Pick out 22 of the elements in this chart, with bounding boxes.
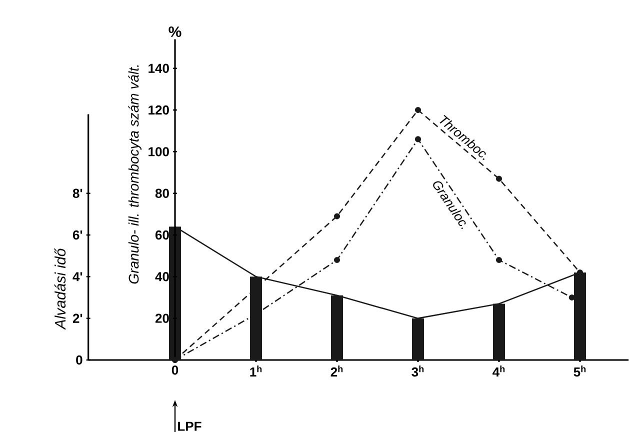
x-tick-label: 3$^{h}$ bbox=[412, 366, 424, 377]
y2-tick-label: 0 bbox=[76, 355, 82, 365]
y-tick-label: 80 bbox=[155, 188, 169, 198]
y-axis-title: Granulo- ill. thrombocyta szám vált. bbox=[128, 65, 142, 284]
y-tick-label: 20 bbox=[155, 314, 169, 323]
y2-tick-label: 6' bbox=[72, 230, 82, 240]
y-tick-label: 100 bbox=[148, 147, 169, 156]
y-tick-label: 60 bbox=[155, 230, 169, 240]
y2-tick-label: 2' bbox=[72, 314, 82, 323]
y-tick-label: 40 bbox=[155, 272, 169, 282]
x-tick-label: 0 bbox=[172, 366, 178, 375]
x-tick-label: 2$^{h}$ bbox=[330, 366, 343, 376]
y-tick-label: 120 bbox=[148, 105, 169, 115]
x-tick-label: 1$^{h}$ bbox=[250, 366, 262, 376]
y2-tick-label: 8' bbox=[72, 188, 82, 198]
y2-axis-title: Alvadási idő bbox=[54, 248, 66, 330]
text: LPF bbox=[178, 422, 202, 431]
y2-tick-label: 4' bbox=[72, 272, 82, 282]
text: % bbox=[168, 26, 182, 37]
x-tick-label: 5$^{h}$ bbox=[574, 366, 586, 377]
x-tick-label: 4$^{h}$ bbox=[492, 366, 505, 376]
y-tick-label: 140 bbox=[148, 64, 169, 73]
